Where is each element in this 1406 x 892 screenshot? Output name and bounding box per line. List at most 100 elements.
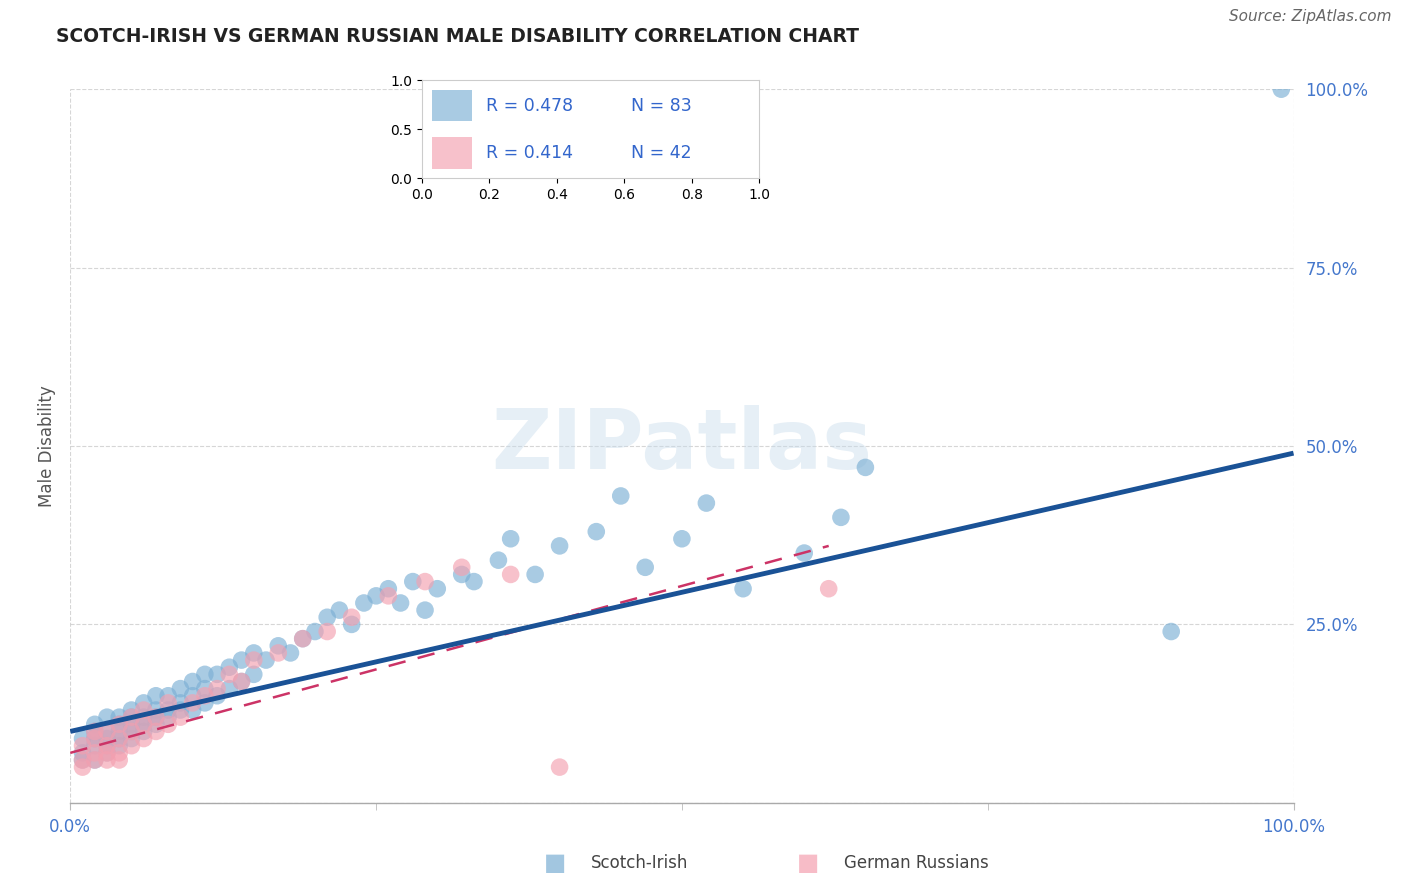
Point [231, 674, 253, 689]
Point [96, 710, 118, 724]
Point [793, 546, 815, 560]
Point [548, 539, 571, 553]
Text: ZIPatlas: ZIPatlas [492, 406, 872, 486]
Point [169, 703, 191, 717]
Point [96, 724, 118, 739]
Point [499, 567, 522, 582]
Point [157, 696, 180, 710]
Point [121, 731, 143, 746]
Text: N = 83: N = 83 [631, 97, 692, 115]
Point [121, 724, 143, 739]
Point [169, 710, 191, 724]
Text: German Russians: German Russians [844, 854, 988, 871]
Point [205, 681, 228, 696]
Point [671, 532, 693, 546]
Point [181, 689, 204, 703]
Point [132, 696, 155, 710]
Point [733, 582, 755, 596]
Point [181, 674, 204, 689]
Point [231, 653, 253, 667]
Point [280, 646, 302, 660]
Text: R = 0.414: R = 0.414 [486, 144, 572, 161]
Point [1270, 82, 1292, 96]
Point [169, 696, 191, 710]
Point [96, 739, 118, 753]
Point [132, 724, 155, 739]
Point [695, 496, 717, 510]
Point [366, 589, 388, 603]
Point [72, 746, 94, 760]
Point [96, 746, 118, 760]
Point [108, 724, 131, 739]
Point [83, 724, 105, 739]
Text: N = 42: N = 42 [631, 144, 692, 161]
Point [585, 524, 607, 539]
Point [499, 532, 522, 546]
Point [132, 703, 155, 717]
Point [72, 739, 94, 753]
Point [463, 574, 485, 589]
Point [610, 489, 633, 503]
Point [243, 653, 266, 667]
Point [243, 667, 266, 681]
Point [243, 646, 266, 660]
Point [194, 667, 217, 681]
Point [132, 717, 155, 731]
Point [83, 731, 105, 746]
Point [96, 753, 118, 767]
Point [83, 731, 105, 746]
Point [377, 589, 399, 603]
Point [145, 717, 167, 731]
Point [72, 760, 94, 774]
Point [218, 681, 240, 696]
Point [121, 724, 143, 739]
Point [488, 553, 510, 567]
Point [1160, 624, 1182, 639]
Point [108, 739, 131, 753]
Point [291, 632, 314, 646]
Point [817, 582, 839, 596]
Point [340, 617, 363, 632]
Point [450, 567, 472, 582]
Point [108, 717, 131, 731]
Point [132, 710, 155, 724]
Point [72, 753, 94, 767]
Point [96, 746, 118, 760]
Point [108, 746, 131, 760]
Point [218, 667, 240, 681]
Point [194, 696, 217, 710]
Point [121, 717, 143, 731]
Point [145, 703, 167, 717]
Point [205, 689, 228, 703]
Point [121, 703, 143, 717]
Bar [432, 90, 472, 121]
Point [83, 746, 105, 760]
Point [108, 731, 131, 746]
Point [524, 567, 547, 582]
Point [353, 596, 375, 610]
Point [169, 681, 191, 696]
Point [231, 674, 253, 689]
Point [413, 574, 436, 589]
Point [830, 510, 852, 524]
Point [108, 710, 131, 724]
Point [121, 710, 143, 724]
Text: Scotch-Irish: Scotch-Irish [591, 854, 688, 871]
Text: ■: ■ [797, 851, 820, 874]
Text: Source: ZipAtlas.com: Source: ZipAtlas.com [1229, 9, 1392, 24]
Point [121, 739, 143, 753]
Point [181, 703, 204, 717]
Point [267, 639, 290, 653]
Point [83, 753, 105, 767]
Point [83, 717, 105, 731]
Point [72, 753, 94, 767]
Point [132, 717, 155, 731]
Point [377, 582, 399, 596]
Point [83, 753, 105, 767]
Point [194, 681, 217, 696]
Point [267, 646, 290, 660]
Point [145, 689, 167, 703]
Point [108, 753, 131, 767]
Text: R = 0.478: R = 0.478 [486, 97, 574, 115]
Point [145, 710, 167, 724]
